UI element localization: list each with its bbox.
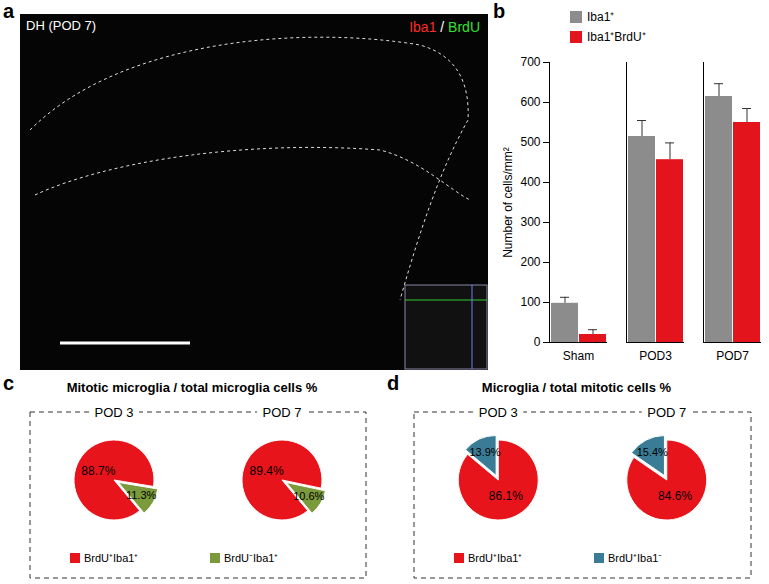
svg-text:BrdU⁻Iba1⁺: BrdU⁻Iba1⁺ [224, 552, 278, 564]
svg-text:BrdU⁺Iba1⁻: BrdU⁺Iba1⁻ [608, 552, 662, 564]
html-text:Iba1⁺BrdU⁺: Iba1⁺BrdU⁺ [587, 30, 646, 44]
html-text:Iba1⁺: Iba1⁺ [587, 10, 615, 24]
svg-text:15.4%: 15.4% [637, 446, 668, 458]
html-text:a: a [3, 0, 15, 22]
svg-text:10.6%: 10.6% [293, 490, 324, 502]
svg-text:11.3%: 11.3% [126, 489, 157, 501]
svg-text:100: 100 [520, 295, 540, 309]
svg-text:89.4%: 89.4% [250, 464, 284, 478]
svg-text:0: 0 [534, 335, 541, 349]
svg-text:500: 500 [520, 135, 540, 149]
html-text:d: d [387, 372, 400, 394]
svg-text:200: 200 [520, 255, 540, 269]
svg-text:POD 7: POD 7 [647, 405, 686, 420]
svg-text:86.1%: 86.1% [489, 489, 523, 503]
svg-text:POD 7: POD 7 [262, 405, 301, 420]
svg-text:Iba1 / BrdU: Iba1 / BrdU [409, 19, 480, 35]
svg-text:700: 700 [520, 55, 540, 69]
svg-text:Sham: Sham [563, 349, 594, 363]
svg-text:Number of cells/mm²: Number of cells/mm² [501, 147, 515, 258]
svg-text:POD 3: POD 3 [94, 405, 133, 420]
svg-text:BrdU⁺Iba1⁺: BrdU⁺Iba1⁺ [468, 552, 522, 564]
svg-text:400: 400 [520, 175, 540, 189]
svg-text:600: 600 [520, 95, 540, 109]
html-text:c: c [3, 372, 15, 394]
svg-text:DH (POD 7): DH (POD 7) [26, 18, 96, 33]
svg-text:13.9%: 13.9% [469, 446, 500, 458]
svg-text:POD 3: POD 3 [479, 405, 518, 420]
svg-text:300: 300 [520, 215, 540, 229]
svg-text:POD3: POD3 [639, 349, 672, 363]
svg-text:BrdU⁺Iba1⁺: BrdU⁺Iba1⁺ [84, 552, 138, 564]
svg-text:POD7: POD7 [716, 349, 749, 363]
svg-text:Mitotic microglia / total micr: Mitotic microglia / total microglia cell… [67, 380, 318, 395]
svg-text:88.7%: 88.7% [81, 464, 115, 478]
html-text:b: b [493, 0, 506, 22]
svg-text:84.6%: 84.6% [658, 489, 692, 503]
svg-text:Microglia / total mitotic cell: Microglia / total mitotic cells % [482, 380, 672, 395]
